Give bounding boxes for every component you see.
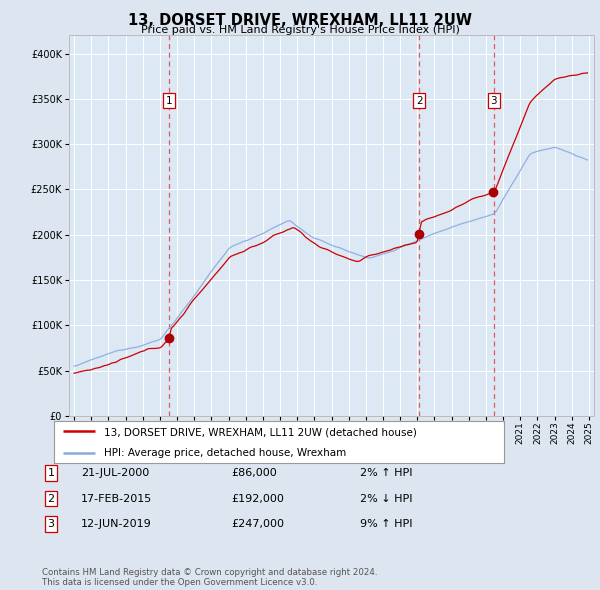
Text: 2% ↓ HPI: 2% ↓ HPI (360, 494, 413, 503)
Text: 2% ↑ HPI: 2% ↑ HPI (360, 468, 413, 478)
Text: £247,000: £247,000 (231, 519, 284, 529)
Text: 3: 3 (490, 96, 497, 106)
Text: 13, DORSET DRIVE, WREXHAM, LL11 2UW (detached house): 13, DORSET DRIVE, WREXHAM, LL11 2UW (det… (104, 427, 416, 437)
Text: 2: 2 (47, 494, 55, 503)
Text: 9% ↑ HPI: 9% ↑ HPI (360, 519, 413, 529)
Text: £192,000: £192,000 (231, 494, 284, 503)
Text: 1: 1 (47, 468, 55, 478)
Text: £86,000: £86,000 (231, 468, 277, 478)
Text: 2: 2 (416, 96, 422, 106)
Text: 1: 1 (166, 96, 173, 106)
Text: 3: 3 (47, 519, 55, 529)
Text: 21-JUL-2000: 21-JUL-2000 (81, 468, 149, 478)
Text: 12-JUN-2019: 12-JUN-2019 (81, 519, 152, 529)
Text: Price paid vs. HM Land Registry's House Price Index (HPI): Price paid vs. HM Land Registry's House … (140, 25, 460, 35)
Text: Contains HM Land Registry data © Crown copyright and database right 2024.
This d: Contains HM Land Registry data © Crown c… (42, 568, 377, 587)
Text: 17-FEB-2015: 17-FEB-2015 (81, 494, 152, 503)
Text: 13, DORSET DRIVE, WREXHAM, LL11 2UW: 13, DORSET DRIVE, WREXHAM, LL11 2UW (128, 13, 472, 28)
Text: HPI: Average price, detached house, Wrexham: HPI: Average price, detached house, Wrex… (104, 448, 346, 458)
